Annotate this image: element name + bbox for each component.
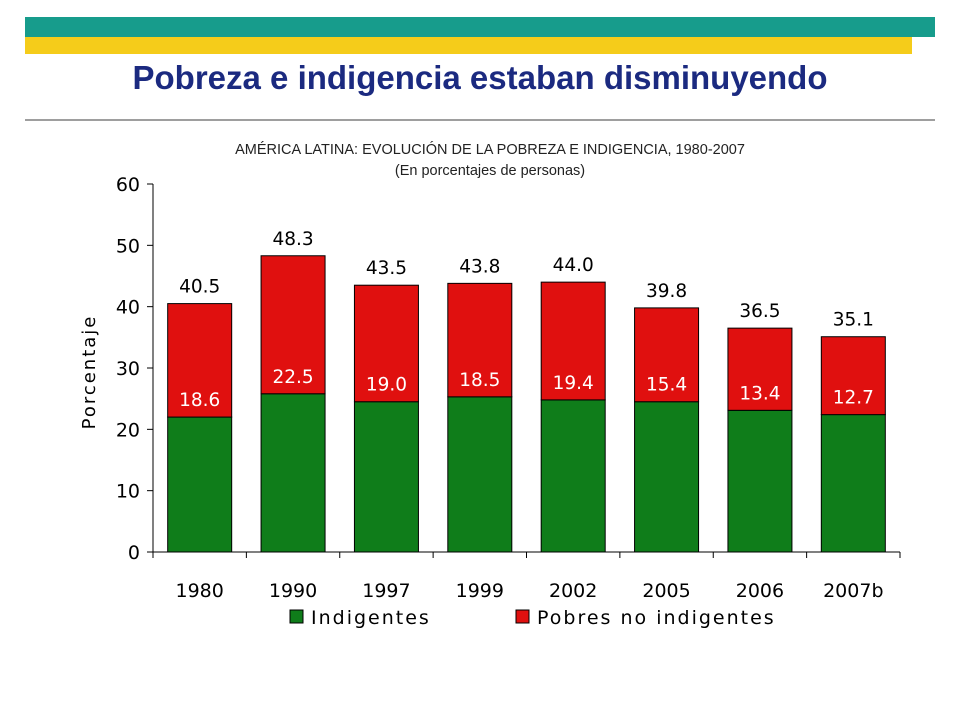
data-label-indigentes: 15.4 [646,375,687,396]
data-label-indigentes: 18.5 [459,370,500,391]
data-label-total: 39.8 [646,281,687,302]
header-band-yellow [25,37,912,54]
y-axis-label: Porcentaje [79,315,100,430]
data-label-indigentes: 18.6 [179,390,220,411]
data-label-total: 48.3 [272,229,313,250]
data-label-indigentes: 12.7 [833,388,874,409]
chart-subtitle: (En porcentajes de personas) [394,163,586,179]
x-tick-label: 1997 [362,580,410,602]
chart-title: AMÉRICA LATINA: EVOLUCIÓN DE LA POBREZA … [235,142,745,158]
bar-pobres-no-indigentes [167,303,233,418]
data-label-indigentes: 22.5 [272,367,313,388]
legend-swatch-pobres-no-indigentes [515,609,530,624]
bar-indigentes [820,414,886,553]
y-tick-label: 0 [128,542,140,564]
bar-indigentes [447,396,513,553]
y-tick-label: 60 [116,174,140,196]
chart-title-block: AMÉRICA LATINA: EVOLUCIÓN DE LA POBREZA … [120,140,860,182]
bar-indigentes [634,401,700,553]
bar-pobres-no-indigentes [727,327,793,411]
legend-label-indigentes: Indigentes [311,607,431,629]
y-tick-label: 50 [116,235,140,257]
header-band-teal [25,17,935,37]
y-tick-label: 20 [116,419,140,441]
data-label-total: 40.5 [179,277,220,298]
x-tick-label: 2005 [642,580,690,602]
bar-pobres-no-indigentes [260,255,326,395]
data-label-indigentes: 19.4 [553,373,594,394]
data-label-total: 35.1 [833,310,874,331]
bar-indigentes [167,416,233,553]
x-tick-label: 1990 [269,580,317,602]
bar-pobres-no-indigentes [540,281,606,401]
bar-indigentes [540,399,606,553]
data-label-total: 43.8 [459,256,500,277]
x-tick-label: 2007b [823,580,883,602]
bar-pobres-no-indigentes [634,307,700,403]
data-label-total: 36.5 [739,301,780,322]
y-tick-label: 30 [116,358,140,380]
bar-indigentes [260,393,326,553]
bar-pobres-no-indigentes [820,336,886,416]
x-tick-label: 1999 [456,580,504,602]
x-tick-label: 2002 [549,580,597,602]
bar-pobres-no-indigentes [353,284,419,403]
legend-swatch-indigentes [289,609,304,624]
x-tick-label: 1980 [176,580,224,602]
legend-label-pobres-no-indigentes: Pobres no indigentes [537,607,776,629]
bar-pobres-no-indigentes [447,282,513,398]
bar-indigentes [727,409,793,553]
title-divider [25,119,935,121]
y-tick-label: 40 [116,297,140,319]
data-label-indigentes: 13.4 [739,383,780,404]
data-label-total: 44.0 [553,255,594,276]
slide-title: Pobreza e indigencia estaban disminuyend… [132,59,828,96]
x-tick-label: 2006 [736,580,784,602]
bar-indigentes [353,401,419,553]
data-label-total: 43.5 [366,258,407,279]
y-tick-label: 10 [116,481,140,503]
data-label-indigentes: 19.0 [366,375,407,396]
